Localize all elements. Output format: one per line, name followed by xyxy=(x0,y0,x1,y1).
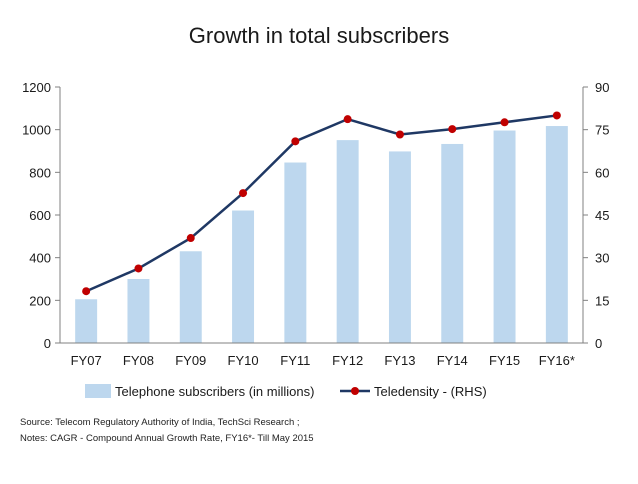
y-tick-label: 0 xyxy=(44,336,51,351)
teledensity-point-FY13 xyxy=(395,130,404,139)
teledensity-point-FY12 xyxy=(343,115,352,124)
y2-tick-label: 0 xyxy=(595,336,602,351)
x-tick-label: FY12 xyxy=(332,353,363,368)
bar-FY16* xyxy=(545,126,568,343)
legend-bar-swatch xyxy=(85,384,111,398)
x-tick-label: FY16* xyxy=(539,353,575,368)
y-tick-label: 200 xyxy=(29,293,51,308)
source-note: Source: Telecom Regulatory Authority of … xyxy=(20,417,300,428)
bar-FY10 xyxy=(232,210,255,343)
x-tick-label: FY09 xyxy=(175,353,206,368)
bar-FY08 xyxy=(127,279,150,343)
teledensity-point-FY09 xyxy=(186,234,195,243)
y2-tick-label: 60 xyxy=(595,165,609,180)
teledensity-point-FY10 xyxy=(239,189,248,198)
footnotes: Source: Telecom Regulatory Authority of … xyxy=(20,415,620,447)
bar-FY07 xyxy=(75,299,98,343)
y2-tick-label: 90 xyxy=(595,80,609,95)
y-tick-label: 800 xyxy=(29,165,51,180)
legend-bar-label: Telephone subscribers (in millions) xyxy=(115,384,314,399)
teledensity-point-FY14 xyxy=(448,125,457,134)
chart-title: Growth in total subscribers xyxy=(189,23,449,48)
teledensity-point-FY07 xyxy=(82,287,91,296)
notes-line: Notes: CAGR - Compound Annual Growth Rat… xyxy=(20,433,314,444)
x-tick-label: FY14 xyxy=(437,353,468,368)
teledensity-point-FY15 xyxy=(500,118,509,127)
y-tick-label: 1200 xyxy=(22,80,51,95)
x-tick-label: FY07 xyxy=(71,353,102,368)
x-tick-label: FY08 xyxy=(123,353,154,368)
bar-FY14 xyxy=(441,143,464,343)
bar-FY15 xyxy=(493,130,516,343)
teledensity-point-FY16* xyxy=(552,111,561,120)
legend-line-label: Teledensity - (RHS) xyxy=(374,384,487,399)
y2-tick-label: 45 xyxy=(595,208,609,223)
teledensity-point-FY11 xyxy=(291,137,300,146)
y-tick-label: 1000 xyxy=(22,123,51,138)
teledensity-point-FY08 xyxy=(134,264,143,273)
y-tick-label: 600 xyxy=(29,208,51,223)
bar-FY09 xyxy=(179,251,202,343)
x-tick-label: FY15 xyxy=(489,353,520,368)
legend-line-marker xyxy=(351,387,359,395)
y2-tick-label: 75 xyxy=(595,123,609,138)
y2-tick-label: 30 xyxy=(595,251,609,266)
teledensity-line xyxy=(85,114,558,293)
y-tick-label: 400 xyxy=(29,251,51,266)
x-tick-label: FY10 xyxy=(228,353,259,368)
bar-FY11 xyxy=(284,162,307,343)
x-tick-label: FY13 xyxy=(384,353,415,368)
y2-tick-label: 15 xyxy=(595,293,609,308)
bar-FY12 xyxy=(336,140,359,343)
bar-FY13 xyxy=(388,151,411,343)
x-tick-label: FY11 xyxy=(280,353,310,368)
